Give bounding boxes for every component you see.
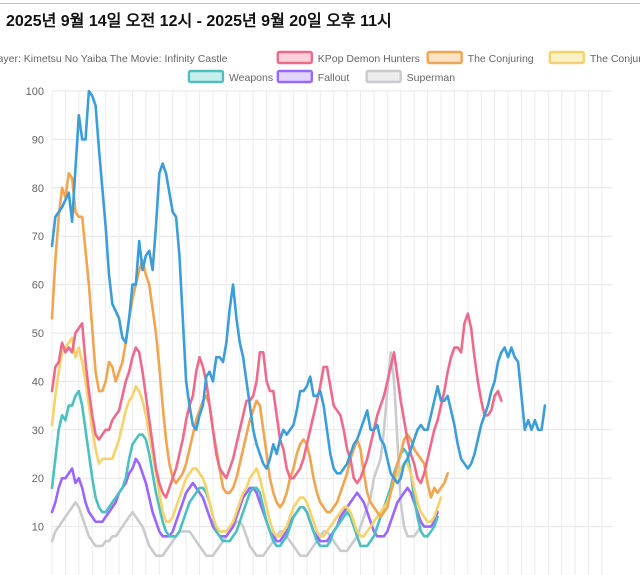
y-tick-label: 20	[32, 473, 44, 485]
y-axis: 10 20 30 40 50 60 70 80 90 100	[26, 86, 44, 534]
y-tick-label: 60	[32, 280, 44, 292]
title-bar: 2025년 9월 14일 오전 12시 - 2025년 9월 20일 오후 11…	[0, 0, 640, 36]
legend-label: Weapons	[229, 72, 273, 84]
series-line-demon-slayer-kimetsu-no-yaiba-the-movie-infinity-castle	[50, 89, 547, 485]
legend-item[interactable]: The Conjuring	[426, 50, 534, 65]
page-title: 2025년 9월 14일 오전 12시 - 2025년 9월 20일 오후 11…	[6, 13, 392, 30]
y-tick-label: 90	[32, 134, 44, 146]
series-line-weapons	[50, 389, 439, 548]
legend-item[interactable]: Superman	[365, 69, 456, 84]
title-accent-line	[0, 3, 640, 4]
legend-label: The Conjuring: Last Rites	[590, 53, 640, 65]
y-tick-label: 100	[26, 86, 44, 98]
series-line-superman	[50, 351, 423, 557]
series-line-the-conjuring	[50, 171, 449, 519]
legend-swatch	[276, 69, 313, 84]
y-tick-label: 10	[32, 522, 44, 534]
legend-label: Fallout	[318, 72, 350, 84]
y-tick-label: 40	[32, 376, 44, 388]
legend-label: KPop Demon Hunters	[318, 53, 420, 65]
legend-swatch	[276, 50, 313, 65]
chart-legend: Demon Slayer: Kimetsu No Yaiba The Movie…	[0, 50, 640, 84]
trend-line-chart: Demon Slayer: Kimetsu No Yaiba The Movie…	[0, 50, 640, 575]
series-line-fallout	[50, 457, 439, 543]
legend-swatch	[365, 69, 402, 84]
y-tick-label: 30	[32, 425, 44, 437]
legend-swatch	[426, 50, 463, 65]
legend-label: Superman	[407, 72, 456, 84]
chart-series	[50, 89, 547, 557]
legend-swatch	[187, 69, 225, 84]
y-tick-label: 50	[32, 328, 44, 340]
chart-grid	[51, 90, 612, 575]
legend-item[interactable]: Demon Slayer: Kimetsu No Yaiba The Movie…	[0, 52, 228, 65]
series-line-the-conjuring-last-rites	[50, 336, 443, 538]
legend-item[interactable]: Weapons	[187, 69, 273, 84]
y-tick-label: 80	[32, 183, 44, 195]
series-line-kpop-demon-hunters	[50, 312, 503, 499]
legend-item[interactable]: The Conjuring: Last Rites	[548, 50, 640, 65]
y-tick-label: 70	[32, 231, 44, 243]
legend-label: Demon Slayer: Kimetsu No Yaiba The Movie…	[0, 53, 228, 65]
legend-item[interactable]: Fallout	[276, 69, 350, 84]
legend-item[interactable]: KPop Demon Hunters	[276, 50, 420, 65]
legend-label: The Conjuring	[468, 53, 534, 65]
legend-swatch	[548, 50, 586, 65]
